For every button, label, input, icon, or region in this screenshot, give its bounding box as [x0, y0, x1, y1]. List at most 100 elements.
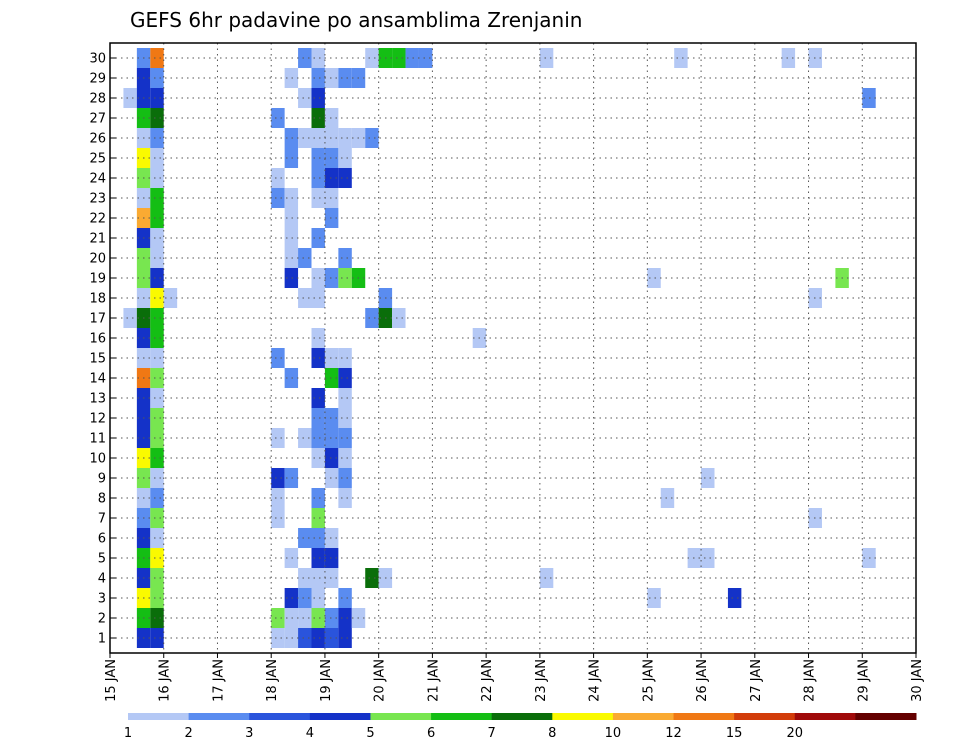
- heatmap-cell: [284, 628, 299, 648]
- heatmap-cell: [539, 568, 554, 588]
- y-tick-label: 27: [89, 112, 106, 127]
- y-tick-label: 30: [89, 52, 106, 67]
- heatmap-cell: [284, 548, 299, 568]
- heatmap-cell: [311, 548, 325, 568]
- heatmap-cell: [123, 308, 137, 328]
- heatmap-cell: [324, 268, 339, 288]
- heatmap-cell: [338, 608, 352, 628]
- heatmap-cell: [781, 48, 796, 68]
- heatmap-cell: [405, 48, 419, 68]
- legend-color-swatch: [188, 713, 250, 720]
- legend-label: 15: [726, 726, 743, 741]
- y-tick-label: 11: [89, 432, 106, 447]
- heatmap-cell: [338, 448, 352, 468]
- x-tick-label: 19 JAN: [319, 659, 334, 702]
- heatmap-cell: [150, 388, 164, 408]
- x-tick-label: 18 JAN: [265, 659, 280, 702]
- heatmap-cell: [271, 608, 285, 628]
- legend-color-swatch: [855, 713, 917, 720]
- heatmap-cell: [298, 528, 312, 548]
- heatmap-cell: [150, 68, 164, 88]
- heatmap-cell: [150, 528, 164, 548]
- heatmap-cell: [862, 88, 876, 108]
- y-axis: 1234567891011121314151617181920212223242…: [89, 52, 116, 647]
- heatmap-cell: [324, 208, 339, 228]
- y-tick-label: 10: [89, 452, 106, 467]
- heatmap-cell: [284, 228, 299, 248]
- y-tick-label: 20: [89, 252, 106, 267]
- y-tick-label: 17: [89, 312, 106, 327]
- heatmap-cell: [284, 248, 299, 268]
- heatmap-cell: [298, 568, 312, 588]
- legend-label: 4: [306, 726, 314, 741]
- y-tick-label: 22: [89, 212, 106, 227]
- y-tick-label: 15: [89, 352, 106, 367]
- heatmap-cell: [298, 128, 312, 148]
- x-tick-label: 21 JAN: [426, 659, 441, 702]
- heatmap-cell: [338, 348, 352, 368]
- heatmap-cell: [150, 368, 164, 388]
- heatmap-cell: [647, 268, 661, 288]
- heatmap-cell: [324, 348, 339, 368]
- heatmap-cell: [311, 568, 325, 588]
- heatmap-cell: [150, 208, 164, 228]
- heatmap-cell: [338, 488, 352, 508]
- heatmap-cell: [338, 628, 352, 648]
- heatmap-cell: [324, 468, 339, 488]
- heatmap-cell: [271, 508, 285, 528]
- heatmap-cell: [311, 508, 325, 528]
- grid-lines: [110, 43, 916, 653]
- heatmap-cell: [298, 628, 312, 648]
- heatmap-cell: [150, 308, 164, 328]
- heatmap-cell: [284, 128, 299, 148]
- y-tick-label: 4: [98, 572, 106, 587]
- y-tick-label: 12: [89, 412, 106, 427]
- heatmap-cell: [311, 228, 325, 248]
- legend-color-swatch: [128, 713, 190, 720]
- heatmap-cell: [727, 588, 742, 608]
- heatmap-cell: [311, 528, 325, 548]
- heatmap-cell: [392, 48, 406, 68]
- heatmap-cell: [150, 488, 164, 508]
- heatmap-cell: [150, 248, 164, 268]
- x-tick-label: 17 JAN: [211, 659, 226, 702]
- heatmap-cell: [271, 428, 285, 448]
- x-tick-label: 28 JAN: [803, 659, 818, 702]
- heatmap-cell: [338, 368, 352, 388]
- legend-label: 3: [245, 726, 253, 741]
- heatmap-cell: [338, 388, 352, 408]
- heatmap-cell: [271, 348, 285, 368]
- y-tick-label: 26: [89, 132, 106, 147]
- heatmap-cell: [324, 68, 339, 88]
- x-tick-label: 26 JAN: [695, 659, 710, 702]
- legend-label: 5: [366, 726, 374, 741]
- heatmap-cell: [284, 148, 299, 168]
- heatmap-cell: [324, 448, 339, 468]
- heatmap-cell: [311, 188, 325, 208]
- heatmap-cell: [150, 128, 164, 148]
- heatmap-cell: [298, 428, 312, 448]
- legend-color-swatch: [249, 713, 311, 720]
- y-tick-label: 13: [89, 392, 106, 407]
- heatmap-cell: [324, 168, 339, 188]
- y-tick-label: 18: [89, 292, 106, 307]
- heatmap-cell: [150, 448, 164, 468]
- heatmap-cell: [284, 368, 299, 388]
- heatmap-cell: [311, 628, 325, 648]
- heatmap-cell: [271, 628, 285, 648]
- legend-color-swatch: [431, 713, 493, 720]
- heatmap-cell: [150, 588, 164, 608]
- heatmap-cell: [647, 588, 661, 608]
- heatmap-cell: [418, 48, 433, 68]
- heatmap-cell: [701, 548, 715, 568]
- x-tick-label: 29 JAN: [856, 659, 871, 702]
- heatmap-cell: [365, 48, 379, 68]
- heatmap-cell: [324, 148, 339, 168]
- legend-color-swatch: [491, 713, 553, 720]
- heatmap-cell: [150, 168, 164, 188]
- heatmap-cell: [338, 268, 352, 288]
- y-tick-label: 24: [89, 172, 106, 187]
- heatmap-cell: [271, 168, 285, 188]
- heatmap-cell: [338, 428, 352, 448]
- y-tick-label: 23: [89, 192, 106, 207]
